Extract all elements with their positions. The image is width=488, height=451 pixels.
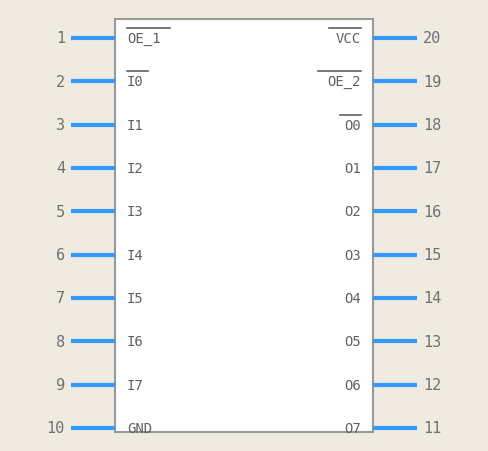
Text: I4: I4 <box>127 248 143 262</box>
Text: I6: I6 <box>127 335 143 349</box>
Text: 11: 11 <box>423 420 441 435</box>
Text: I5: I5 <box>127 291 143 305</box>
Text: 15: 15 <box>423 248 441 262</box>
Text: O0: O0 <box>345 118 361 132</box>
Bar <box>115 20 373 432</box>
Text: 7: 7 <box>56 291 65 306</box>
Text: 9: 9 <box>56 377 65 392</box>
Text: O7: O7 <box>345 421 361 435</box>
Text: O5: O5 <box>345 335 361 349</box>
Text: 2: 2 <box>56 74 65 90</box>
Text: OE_2: OE_2 <box>327 75 361 89</box>
Text: 6: 6 <box>56 248 65 262</box>
Text: I1: I1 <box>127 118 143 132</box>
Text: I0: I0 <box>127 75 143 89</box>
Text: I2: I2 <box>127 161 143 175</box>
Text: 8: 8 <box>56 334 65 349</box>
Text: OE_1: OE_1 <box>127 32 161 46</box>
Text: 3: 3 <box>56 118 65 133</box>
Text: 10: 10 <box>47 420 65 435</box>
Text: O4: O4 <box>345 291 361 305</box>
Text: O6: O6 <box>345 378 361 391</box>
Text: 14: 14 <box>423 291 441 306</box>
Text: 4: 4 <box>56 161 65 176</box>
Text: O2: O2 <box>345 205 361 219</box>
Text: O1: O1 <box>345 161 361 175</box>
Text: 19: 19 <box>423 74 441 90</box>
Text: 1: 1 <box>56 31 65 46</box>
Text: 20: 20 <box>423 31 441 46</box>
Text: GND: GND <box>127 421 152 435</box>
Text: 5: 5 <box>56 204 65 219</box>
Text: VCC: VCC <box>336 32 361 46</box>
Text: I3: I3 <box>127 205 143 219</box>
Text: 13: 13 <box>423 334 441 349</box>
Text: I7: I7 <box>127 378 143 391</box>
Text: 16: 16 <box>423 204 441 219</box>
Text: O3: O3 <box>345 248 361 262</box>
Text: 12: 12 <box>423 377 441 392</box>
Text: 17: 17 <box>423 161 441 176</box>
Text: 18: 18 <box>423 118 441 133</box>
